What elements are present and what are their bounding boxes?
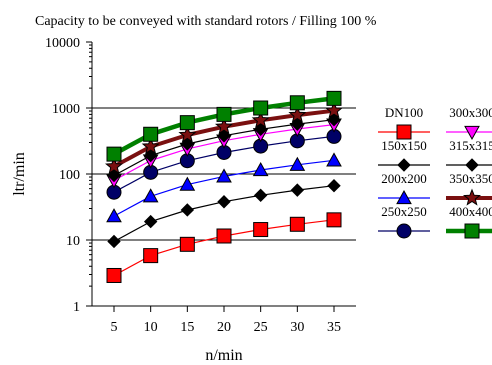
legend-label: 250x250 xyxy=(381,204,427,219)
series-DN100 xyxy=(106,212,342,283)
data-point xyxy=(288,105,307,123)
data-point xyxy=(178,125,197,143)
legend-label: DN100 xyxy=(385,105,423,120)
y-tick-label: 10000 xyxy=(45,36,80,51)
series-350x350 xyxy=(105,101,344,175)
data-point xyxy=(327,178,341,193)
series-200x200 xyxy=(106,152,342,223)
data-point xyxy=(216,106,232,122)
data-point xyxy=(216,228,232,244)
data-point xyxy=(253,100,269,116)
data-point xyxy=(253,222,269,238)
x-tick-label: 35 xyxy=(327,320,341,335)
legend-item-300x300: 300x300 xyxy=(446,105,492,141)
x-tick-label: 15 xyxy=(180,320,194,335)
x-tick-label: 10 xyxy=(144,320,158,335)
y-tick-label: 1000 xyxy=(52,102,80,117)
data-point xyxy=(106,146,122,162)
data-point xyxy=(251,110,270,129)
y-axis-label: ltr/min xyxy=(11,152,28,196)
x-tick-label: 20 xyxy=(217,320,231,335)
data-point xyxy=(396,124,412,140)
data-point xyxy=(105,157,123,175)
legend-label: 200x200 xyxy=(381,171,427,186)
data-point xyxy=(180,203,195,217)
y-axis-ticks: 1 10 100 1000 10000 xyxy=(45,36,92,315)
data-point xyxy=(143,148,158,163)
data-point xyxy=(289,95,305,111)
y-tick-label: 100 xyxy=(59,168,80,183)
data-point xyxy=(397,158,411,172)
legend-item-DN100: DN100 xyxy=(378,105,430,140)
legend-item-250x250: 250x250 xyxy=(378,204,430,239)
legend-label: 315x315 xyxy=(449,138,492,153)
series-400x400 xyxy=(106,90,342,162)
x-tick-label: 5 xyxy=(111,320,118,335)
legend-item-315x315: 315x315 xyxy=(446,138,492,172)
data-point xyxy=(143,214,158,229)
data-point xyxy=(106,267,122,283)
legend-label: 400x400 xyxy=(449,204,492,219)
series-group xyxy=(105,90,344,283)
y-tick-label: 1 xyxy=(73,300,80,315)
legend: DN100 150x150 200x200 250x250 300x300 315x315… xyxy=(378,105,492,239)
data-point xyxy=(326,90,342,106)
y-tick-label: 10 xyxy=(66,234,80,249)
series-250x250 xyxy=(106,128,342,200)
data-point xyxy=(179,236,195,252)
legend-label: 350x350 xyxy=(449,171,492,186)
data-point xyxy=(396,223,412,239)
legend-item-350x350: 350x350 xyxy=(446,171,492,206)
x-tick-label: 25 xyxy=(254,320,268,335)
data-point xyxy=(179,176,196,191)
x-axis-ticks: 5 10 15 20 25 30 35 xyxy=(111,306,341,335)
data-point xyxy=(252,161,269,177)
data-point xyxy=(142,188,159,203)
x-axis-label: n/min xyxy=(205,347,242,364)
data-point xyxy=(143,126,159,142)
legend-label: 300x300 xyxy=(449,105,492,120)
data-point xyxy=(141,137,160,155)
data-point xyxy=(289,216,305,232)
data-point xyxy=(326,212,342,228)
data-point xyxy=(290,183,305,197)
data-point xyxy=(179,115,195,131)
legend-item-200x200: 200x200 xyxy=(378,171,430,205)
legend-item-400x400: 400x400 xyxy=(446,204,492,239)
data-point xyxy=(396,189,412,205)
data-point xyxy=(253,122,268,137)
data-point xyxy=(324,101,344,119)
data-point xyxy=(214,117,234,135)
data-point xyxy=(464,125,480,141)
data-point xyxy=(107,234,121,249)
data-point xyxy=(465,158,479,172)
data-point xyxy=(326,152,342,167)
data-point xyxy=(290,117,305,131)
series-150x150 xyxy=(107,178,341,249)
data-point xyxy=(289,156,306,171)
data-point xyxy=(217,195,231,209)
data-point xyxy=(143,248,159,264)
data-point xyxy=(253,188,268,203)
data-point xyxy=(106,208,122,223)
x-tick-label: 30 xyxy=(290,320,304,335)
chart-title: Capacity to be conveyed with standard ro… xyxy=(35,14,377,29)
legend-item-150x150: 150x150 xyxy=(378,138,430,172)
data-point xyxy=(464,223,480,239)
legend-label: 150x150 xyxy=(381,138,427,153)
data-point xyxy=(216,168,232,183)
data-point xyxy=(462,188,482,206)
